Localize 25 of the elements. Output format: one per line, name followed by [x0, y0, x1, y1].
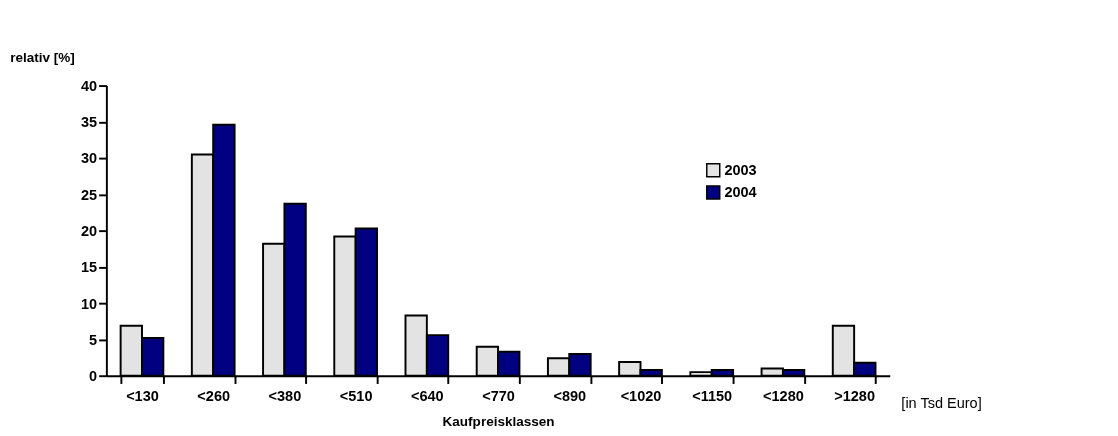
y-tick-label: 5 [89, 331, 98, 348]
y-tick-label: 10 [81, 295, 98, 312]
x-tick-label: <510 [339, 388, 373, 405]
x-tick-label: <640 [411, 388, 444, 405]
x-tick-label: <380 [268, 388, 302, 405]
y-tick-label: 0 [89, 368, 98, 385]
x-tick-label: >1280 [834, 388, 875, 405]
y-tick-label: 30 [81, 150, 98, 167]
y-axis-title: relativ [%] [10, 49, 75, 65]
x-tick-label: <770 [482, 388, 515, 405]
y-tick-label: 35 [81, 114, 98, 131]
legend-label: 2003 [724, 162, 757, 179]
x-tick-label: <890 [553, 388, 587, 405]
y-tick-label: 25 [81, 186, 98, 203]
legend-label: 2004 [724, 184, 757, 201]
x-tick-label: <1150 [692, 388, 733, 405]
x-axis-title: Kaufpreisklassen [442, 414, 555, 430]
y-tick-label: 15 [81, 259, 98, 276]
y-tick-label: 20 [81, 222, 98, 239]
x-tick-label: <1020 [620, 388, 662, 405]
text: [in Tsd Euro] [901, 394, 982, 411]
x-tick-label: <260 [197, 388, 231, 405]
x-tick-label: <130 [126, 388, 159, 405]
x-tick-label: <1280 [763, 388, 804, 405]
y-tick-label: 40 [81, 77, 98, 94]
